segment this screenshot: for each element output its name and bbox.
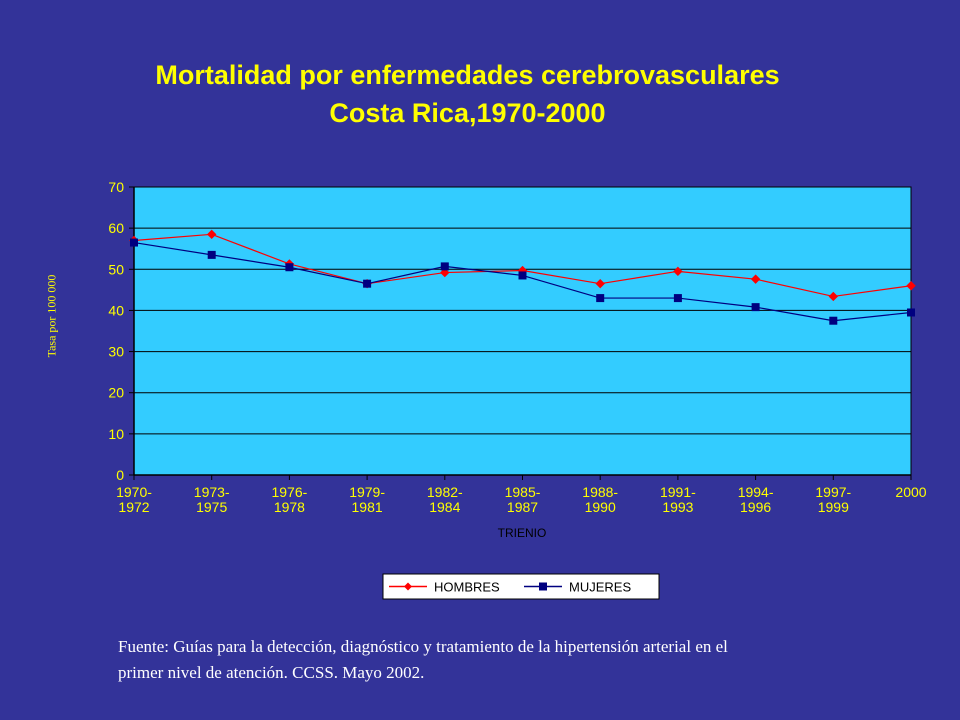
data-point-hombres xyxy=(595,278,605,289)
x-tick-label: 1990 xyxy=(585,499,616,515)
y-tick-label: 20 xyxy=(108,385,124,401)
x-tick-label: 1987 xyxy=(507,499,538,515)
y-tick-label: 0 xyxy=(116,467,124,483)
data-point-hombres xyxy=(828,291,839,302)
x-tick-label: 1975 xyxy=(196,499,227,515)
chart-title: Mortalidad por enfermedades cerebrovascu… xyxy=(0,56,935,132)
data-point-mujeres xyxy=(440,262,449,271)
y-tick-label: 70 xyxy=(108,179,124,195)
data-point-mujeres xyxy=(363,279,372,288)
legend-label-mujeres: MUJERES xyxy=(569,580,631,595)
y-tick-label: 50 xyxy=(108,261,124,277)
data-point-mujeres xyxy=(130,238,138,247)
x-tick-label: 1982- xyxy=(427,484,463,500)
x-tick-label: 1973- xyxy=(194,484,230,500)
y-tick-label: 40 xyxy=(108,302,124,318)
legend-label-hombres: HOMBRES xyxy=(434,580,500,595)
source-note-line1: Fuente: Guías para la detección, diagnós… xyxy=(118,637,728,656)
x-tick-label: 1993 xyxy=(662,499,693,515)
x-tick-label: 1981 xyxy=(352,499,383,515)
x-axis-label: TRIENIO xyxy=(498,526,547,540)
x-tick-label: 2000 xyxy=(895,484,926,500)
x-tick-label: 1976- xyxy=(271,484,307,500)
y-tick-label: 30 xyxy=(108,344,124,360)
legend-marker-hombres xyxy=(404,582,412,591)
source-note-line2: primer nivel de atención. CCSS. Mayo 200… xyxy=(118,663,425,682)
x-tick-label: 1985- xyxy=(505,484,541,500)
data-point-hombres xyxy=(206,229,217,240)
data-point-hombres xyxy=(906,281,916,291)
x-tick-label: 1996 xyxy=(740,499,771,515)
data-point-hombres xyxy=(673,266,683,277)
data-point-hombres xyxy=(750,274,761,284)
chart-title-line1: Mortalidad por enfermedades cerebrovascu… xyxy=(155,60,780,90)
source-note: Fuente: Guías para la detección, diagnós… xyxy=(118,634,918,686)
data-point-mujeres xyxy=(596,294,605,303)
x-tick-label: 1999 xyxy=(818,499,849,515)
y-tick-label: 10 xyxy=(108,426,124,442)
data-point-mujeres xyxy=(285,263,294,272)
x-tick-label: 1970- xyxy=(116,484,152,500)
data-point-mujeres xyxy=(751,303,760,312)
plot-area xyxy=(133,186,912,476)
x-tick-label: 1972 xyxy=(118,499,149,515)
x-tick-label: 1994- xyxy=(738,484,774,500)
data-point-mujeres xyxy=(907,308,915,317)
x-tick-label: 1988- xyxy=(582,484,618,500)
x-tick-label: 1991- xyxy=(660,484,696,500)
x-tick-label: 1984 xyxy=(429,499,460,515)
chart-title-line2: Costa Rica,1970-2000 xyxy=(329,98,606,128)
x-tick-label: 1979- xyxy=(349,484,385,500)
legend-box xyxy=(382,573,660,600)
data-point-mujeres xyxy=(673,294,682,303)
data-point-mujeres xyxy=(518,271,527,280)
x-tick-label: 1997- xyxy=(815,484,851,500)
y-tick-label: 60 xyxy=(108,220,124,236)
legend-marker-mujeres xyxy=(539,582,547,591)
data-point-mujeres xyxy=(207,250,216,259)
data-point-hombres xyxy=(440,267,450,278)
data-point-mujeres xyxy=(829,316,838,325)
x-tick-label: 1978 xyxy=(274,499,305,515)
